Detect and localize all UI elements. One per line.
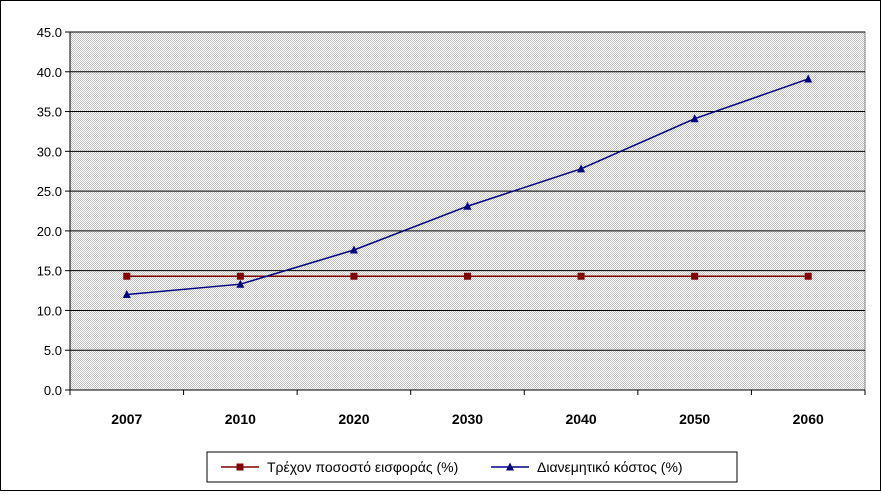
- legend-marker: [236, 463, 244, 471]
- data-point: [350, 272, 358, 280]
- legend: Τρέχον ποσοστό εισφοράς (%) Διανεμητικό κ…: [206, 451, 738, 483]
- data-point: [349, 245, 358, 254]
- y-tick-label: 5.0: [44, 343, 62, 358]
- legend-box: [206, 451, 738, 483]
- y-tick-label: 10.0: [37, 303, 62, 318]
- x-tick-label: 2007: [111, 411, 142, 427]
- legend-entry: Διανεμητικό κόστος (%): [491, 459, 683, 475]
- grid-lines: [70, 31, 865, 351]
- plot-area: [69, 31, 866, 391]
- x-tick-label: 2060: [793, 411, 824, 427]
- data-point: [236, 279, 245, 288]
- data-point: [464, 272, 471, 280]
- data-point: [690, 114, 699, 123]
- legend-label: Διανεμητικό κόστος (%): [537, 459, 683, 475]
- x-tick-label: 2040: [565, 411, 596, 427]
- series-1: [123, 272, 812, 280]
- x-tick-label: 2050: [679, 411, 710, 427]
- data-point: [122, 290, 131, 299]
- y-tick-label: 0.0: [44, 383, 62, 398]
- y-tick-label: 30.0: [37, 144, 62, 159]
- series-layer: [122, 74, 813, 299]
- data-point: [577, 164, 586, 173]
- legend-entry: Τρέχον ποσοστό εισφοράς (%): [221, 459, 458, 475]
- y-tick-label: 40.0: [37, 65, 62, 80]
- y-tick-label: 35.0: [37, 105, 62, 120]
- y-axis: 0.0 5.0 10.0 15.0 20.0 25.0 30.0 35.0 40.0 45.0: [37, 25, 71, 398]
- legend-label: Τρέχον ποσοστό εισφοράς (%): [267, 459, 458, 475]
- y-tick-label: 20.0: [37, 224, 62, 239]
- y-tick-label: 15.0: [37, 264, 62, 279]
- data-point: [691, 272, 699, 280]
- x-tick-label: 2030: [452, 411, 483, 427]
- x-axis: 2007 2010 2020 2030 2040 2050 2060: [69, 389, 866, 427]
- data-point: [577, 272, 585, 280]
- data-point: [123, 272, 131, 280]
- data-point: [236, 272, 244, 280]
- x-tick-label: 2020: [338, 411, 369, 427]
- y-tick-label: 25.0: [37, 184, 62, 199]
- x-tick-label: 2010: [225, 411, 256, 427]
- y-tick-label: 45.0: [37, 25, 62, 40]
- data-point: [463, 201, 472, 210]
- legend-marker: [506, 462, 514, 471]
- data-point: [804, 74, 813, 83]
- data-point: [804, 272, 812, 280]
- series-2: [122, 74, 813, 299]
